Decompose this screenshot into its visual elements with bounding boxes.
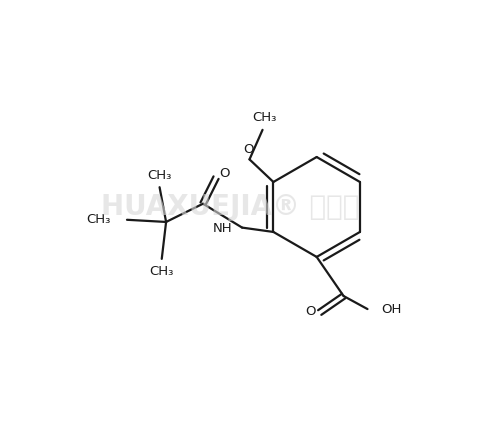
Text: HUAXUEJIA® 化学加: HUAXUEJIA® 化学加	[101, 193, 359, 221]
Text: CH₃: CH₃	[149, 264, 174, 278]
Text: O: O	[219, 167, 230, 180]
Text: CH₃: CH₃	[253, 111, 277, 124]
Text: CH₃: CH₃	[87, 213, 111, 226]
Text: NH: NH	[213, 222, 232, 235]
Text: CH₃: CH₃	[147, 169, 172, 182]
Text: O: O	[305, 305, 315, 318]
Text: OH: OH	[381, 303, 402, 315]
Text: O: O	[243, 143, 254, 156]
